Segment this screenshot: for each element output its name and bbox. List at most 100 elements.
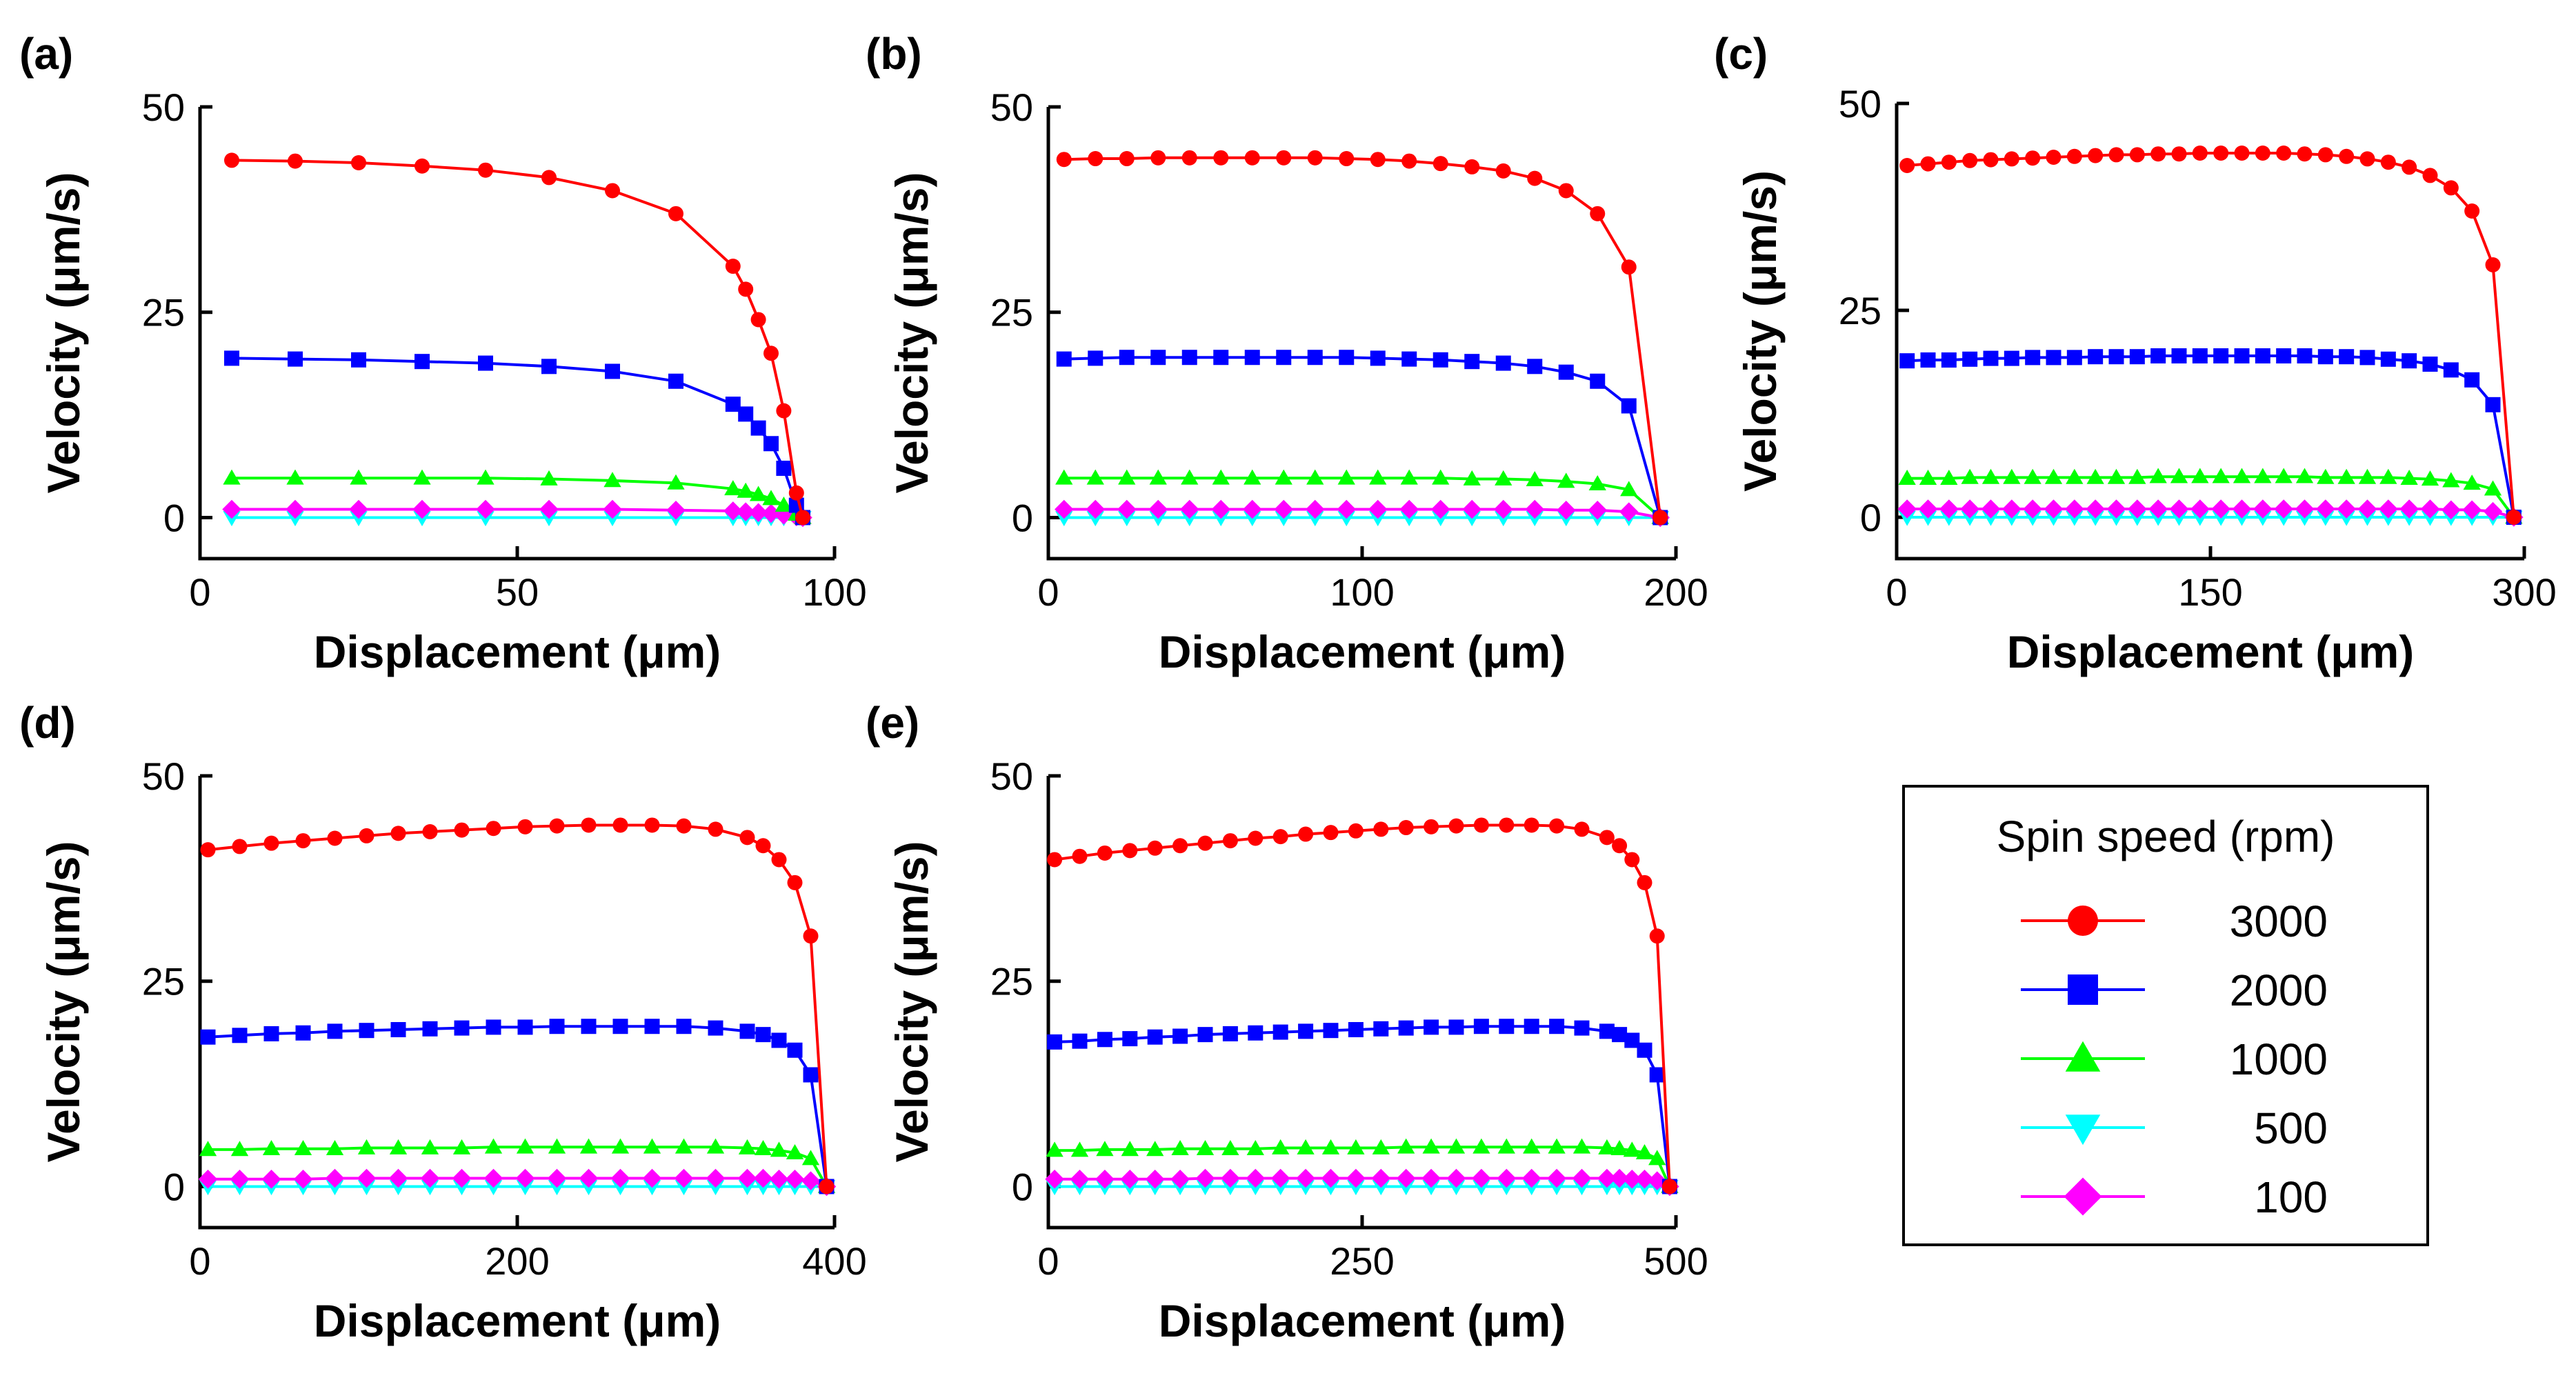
data-point	[1371, 1168, 1391, 1188]
data-point	[2485, 397, 2501, 412]
data-point	[1624, 1032, 1640, 1048]
data-point	[1598, 1139, 1616, 1154]
series-1000	[1046, 1138, 1679, 1193]
panel-label: (a)	[19, 29, 73, 79]
data-point	[1221, 1140, 1239, 1156]
series-1000	[1898, 468, 2523, 524]
data-point	[1148, 499, 1168, 519]
data-point	[1941, 352, 1957, 368]
data-point	[1086, 499, 1105, 519]
data-point	[1149, 469, 1167, 485]
data-point	[1637, 1042, 1653, 1058]
data-point	[1398, 820, 1414, 836]
data-point	[1499, 1019, 1515, 1034]
data-point	[1147, 1029, 1163, 1045]
x-tick-label: 100	[1330, 570, 1394, 614]
data-point	[2234, 348, 2250, 363]
series-line	[1064, 477, 1661, 519]
data-point	[762, 490, 780, 506]
data-point	[288, 153, 303, 169]
legend-marker	[2068, 974, 2098, 1005]
legend-marker	[2065, 1114, 2101, 1146]
data-point	[775, 496, 793, 512]
data-point	[581, 1019, 597, 1034]
data-point	[2442, 472, 2460, 488]
series-3000	[200, 817, 835, 1194]
data-point	[2213, 348, 2229, 363]
data-point	[1557, 472, 1575, 488]
data-point	[801, 1150, 820, 1166]
data-point	[754, 1140, 772, 1156]
series-2000	[1047, 1019, 1677, 1194]
data-point	[454, 822, 470, 838]
x-tick-label: 300	[2492, 570, 2556, 614]
data-point	[1397, 1138, 1415, 1154]
series-1000	[199, 1138, 836, 1193]
data-point	[1661, 1179, 1677, 1194]
y-tick-label: 0	[163, 1165, 185, 1208]
data-point	[706, 1168, 726, 1188]
y-axis-title: Velocity (μm/s)	[886, 172, 937, 494]
x-tick-label: 0	[1037, 1239, 1059, 1283]
data-point	[1046, 1141, 1064, 1157]
x-axis-title: Displacement (μm)	[1159, 1295, 1566, 1346]
series-line	[1907, 354, 2515, 518]
data-point	[1146, 1141, 1164, 1157]
data-point	[1045, 1169, 1064, 1189]
legend-label: 500	[2254, 1103, 2328, 1153]
data-point	[389, 1139, 408, 1154]
data-point	[293, 1169, 313, 1189]
data-point	[325, 1168, 345, 1188]
data-point	[1070, 1141, 1089, 1157]
data-point	[1621, 259, 1637, 275]
data-point	[1897, 499, 1917, 519]
data-point	[327, 830, 343, 846]
legend-marker	[2068, 906, 2098, 936]
data-point	[1940, 469, 1958, 485]
data-point	[803, 1067, 819, 1083]
data-point	[476, 499, 495, 519]
series-line	[1054, 823, 1671, 1187]
data-point	[1373, 1021, 1389, 1037]
panel-label: (b)	[866, 29, 922, 79]
data-point	[452, 1168, 472, 1188]
legend-label: 100	[2254, 1172, 2328, 1222]
data-point	[667, 474, 685, 490]
data-point	[642, 1168, 662, 1188]
data-point	[1599, 830, 1615, 846]
data-point	[1072, 1033, 1088, 1049]
axes	[1046, 107, 1676, 561]
data-point	[1121, 1141, 1139, 1157]
series-500	[223, 511, 812, 527]
data-point	[1055, 469, 1073, 485]
data-point	[1272, 1139, 1290, 1154]
data-point	[2297, 146, 2313, 162]
series-line	[208, 823, 828, 1187]
data-point	[1117, 499, 1137, 519]
data-point	[2275, 468, 2293, 483]
data-point	[261, 1169, 281, 1189]
data-point	[286, 499, 305, 519]
data-point	[2462, 500, 2482, 519]
series-500	[199, 1180, 836, 1196]
series-2000	[1899, 348, 2522, 525]
data-point	[1055, 499, 1074, 519]
data-point	[1899, 353, 1915, 369]
y-tick-label: 50	[990, 86, 1033, 129]
data-point	[1088, 350, 1104, 366]
data-point	[787, 874, 803, 890]
data-point	[1222, 1026, 1238, 1041]
data-point	[1088, 151, 1104, 167]
data-point	[1398, 1020, 1414, 1036]
data-point	[1244, 350, 1260, 366]
data-point	[2234, 146, 2250, 161]
data-point	[750, 312, 766, 328]
data-point	[2169, 499, 2189, 519]
data-point	[1920, 352, 1936, 368]
data-point	[2066, 148, 2082, 164]
data-point	[359, 1023, 375, 1039]
data-point	[2255, 348, 2270, 363]
data-point	[1919, 469, 1937, 485]
series-500	[1055, 511, 1669, 527]
data-point	[1448, 818, 1464, 834]
